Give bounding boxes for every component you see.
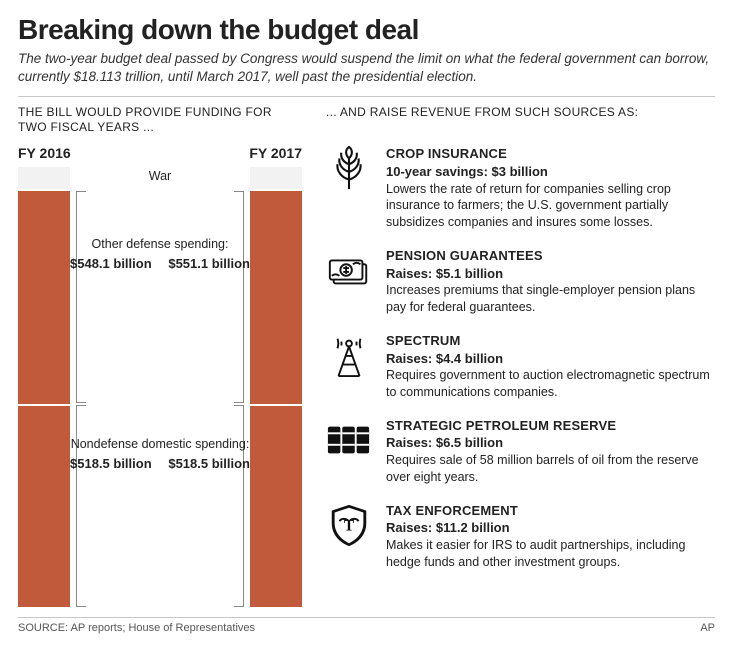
revenue-desc: Makes it easier for IRS to audit partner… — [386, 537, 715, 571]
revenue-amount: Raises: $5.1 billion — [386, 265, 715, 283]
revenue-amount: 10-year savings: $3 billion — [386, 163, 715, 181]
revenue-title: STRATEGIC PETROLEUM RESERVE — [386, 417, 715, 435]
bracket-nondef-left — [76, 405, 86, 607]
cash-icon — [326, 247, 372, 293]
revenue-desc: Requires government to auction electroma… — [386, 367, 715, 401]
revenue-body: STRATEGIC PETROLEUM RESERVERaises: $6.5 … — [386, 417, 715, 486]
revenue-title: CROP INSURANCE — [386, 145, 715, 163]
revenue-item: PENSION GUARANTEESRaises: $5.1 billionIn… — [326, 247, 715, 316]
subhead: The two-year budget deal passed by Congr… — [18, 50, 715, 86]
revenue-body: SPECTRUMRaises: $4.4 billionRequires gov… — [386, 332, 715, 401]
revenue-item: CROP INSURANCE10-year savings: $3 billio… — [326, 145, 715, 231]
bar-chart: War Other defense spending: $548.1 billi… — [18, 167, 302, 607]
nondefense-2017-value: $518.5 billion — [168, 457, 250, 472]
bar-2017-nondefense — [250, 406, 302, 607]
divider-top — [18, 96, 715, 97]
revenue-label: ... AND RAISE REVENUE FROM SUCH SOURCES … — [326, 105, 715, 135]
revenue-amount: Raises: $6.5 billion — [386, 434, 715, 452]
funding-label: THE BILL WOULD PROVIDE FUNDING FOR TWO F… — [18, 105, 302, 135]
bar-fy2017 — [250, 167, 302, 607]
credit: AP — [700, 622, 715, 634]
barrels-icon — [326, 417, 372, 463]
revenue-body: CROP INSURANCE10-year savings: $3 billio… — [386, 145, 715, 231]
nondefense-label: Nondefense domestic spending: — [70, 437, 250, 453]
irs-icon: T — [326, 502, 372, 548]
revenue-list: CROP INSURANCE10-year savings: $3 billio… — [326, 145, 715, 570]
defense-block: Other defense spending: $548.1 billion $… — [70, 237, 250, 272]
revenue-title: TAX ENFORCEMENT — [386, 502, 715, 520]
bracket-defense-left — [76, 191, 86, 403]
war-label: War — [70, 169, 250, 185]
bracket-defense-right — [234, 191, 244, 403]
tower-icon — [326, 332, 372, 378]
revenue-amount: Raises: $11.2 billion — [386, 519, 715, 537]
fy-labels: FY 2016 FY 2017 — [18, 145, 302, 161]
revenue-title: PENSION GUARANTEES — [386, 247, 715, 265]
revenue-item: SPECTRUMRaises: $4.4 billionRequires gov… — [326, 332, 715, 401]
bar-2017-defense — [250, 191, 302, 406]
revenue-title: SPECTRUM — [386, 332, 715, 350]
bar-2016-war — [18, 167, 70, 191]
revenue-amount: Raises: $4.4 billion — [386, 350, 715, 368]
fy-2017-label: FY 2017 — [249, 145, 302, 161]
defense-2017-value: $551.1 billion — [168, 257, 250, 272]
svg-text:T: T — [344, 517, 354, 534]
bar-fy2016 — [18, 167, 70, 607]
bracket-nondef-right — [234, 405, 244, 607]
revenue-body: PENSION GUARANTEESRaises: $5.1 billionIn… — [386, 247, 715, 316]
bar-2016-nondefense — [18, 406, 70, 607]
footer: SOURCE: AP reports; House of Representat… — [18, 617, 715, 634]
funding-column: THE BILL WOULD PROVIDE FUNDING FOR TWO F… — [18, 105, 302, 607]
main-columns: THE BILL WOULD PROVIDE FUNDING FOR TWO F… — [18, 105, 715, 607]
nondefense-block: Nondefense domestic spending: $518.5 bil… — [70, 437, 250, 472]
fy-2016-label: FY 2016 — [18, 145, 71, 161]
wheat-icon — [326, 145, 372, 191]
defense-label: Other defense spending: — [70, 237, 250, 253]
revenue-body: TAX ENFORCEMENTRaises: $11.2 billionMake… — [386, 502, 715, 571]
revenue-desc: Requires sale of 58 million barrels of o… — [386, 452, 715, 486]
headline: Breaking down the budget deal — [18, 14, 715, 46]
revenue-item: T TAX ENFORCEMENTRaises: $11.2 billionMak… — [326, 502, 715, 571]
defense-2016-value: $548.1 billion — [70, 257, 152, 272]
revenue-desc: Increases premiums that single-employer … — [386, 282, 715, 316]
bar-2017-war — [250, 167, 302, 191]
nondefense-2016-value: $518.5 billion — [70, 457, 152, 472]
revenue-item: STRATEGIC PETROLEUM RESERVERaises: $6.5 … — [326, 417, 715, 486]
revenue-column: ... AND RAISE REVENUE FROM SUCH SOURCES … — [326, 105, 715, 607]
source-line: SOURCE: AP reports; House of Representat… — [18, 622, 255, 634]
revenue-desc: Lowers the rate of return for companies … — [386, 181, 715, 232]
bar-2016-defense — [18, 191, 70, 406]
